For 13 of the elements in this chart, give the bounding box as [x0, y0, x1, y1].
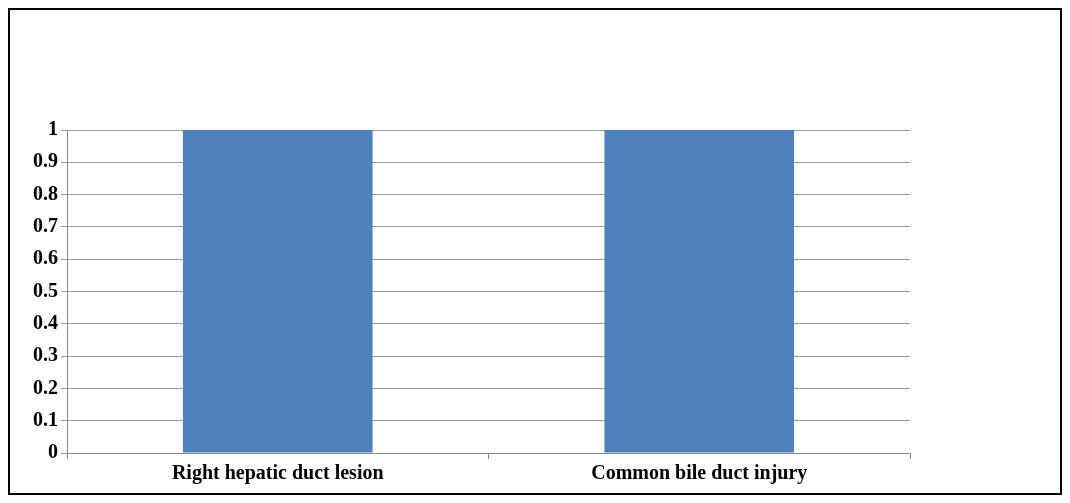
y-tick-label: 0.8: [33, 181, 58, 204]
y-tick-label: 0: [48, 440, 58, 463]
y-tick-label: 0.5: [33, 278, 58, 301]
y-tick-label: 0.1: [33, 407, 58, 430]
y-tick-label: 0.4: [33, 310, 58, 333]
y-tick-label: 0.9: [33, 149, 58, 172]
y-tick-label: 0.2: [33, 375, 58, 398]
y-tick-label: 1: [48, 117, 58, 140]
y-tick-label: 0.7: [33, 214, 58, 237]
y-tick-label: 0.6: [33, 246, 58, 269]
x-tick-label: Common bile duct injury: [591, 461, 808, 485]
y-tick-label: 0.3: [33, 343, 58, 366]
x-tick-label: Right hepatic duct lesion: [171, 461, 384, 485]
